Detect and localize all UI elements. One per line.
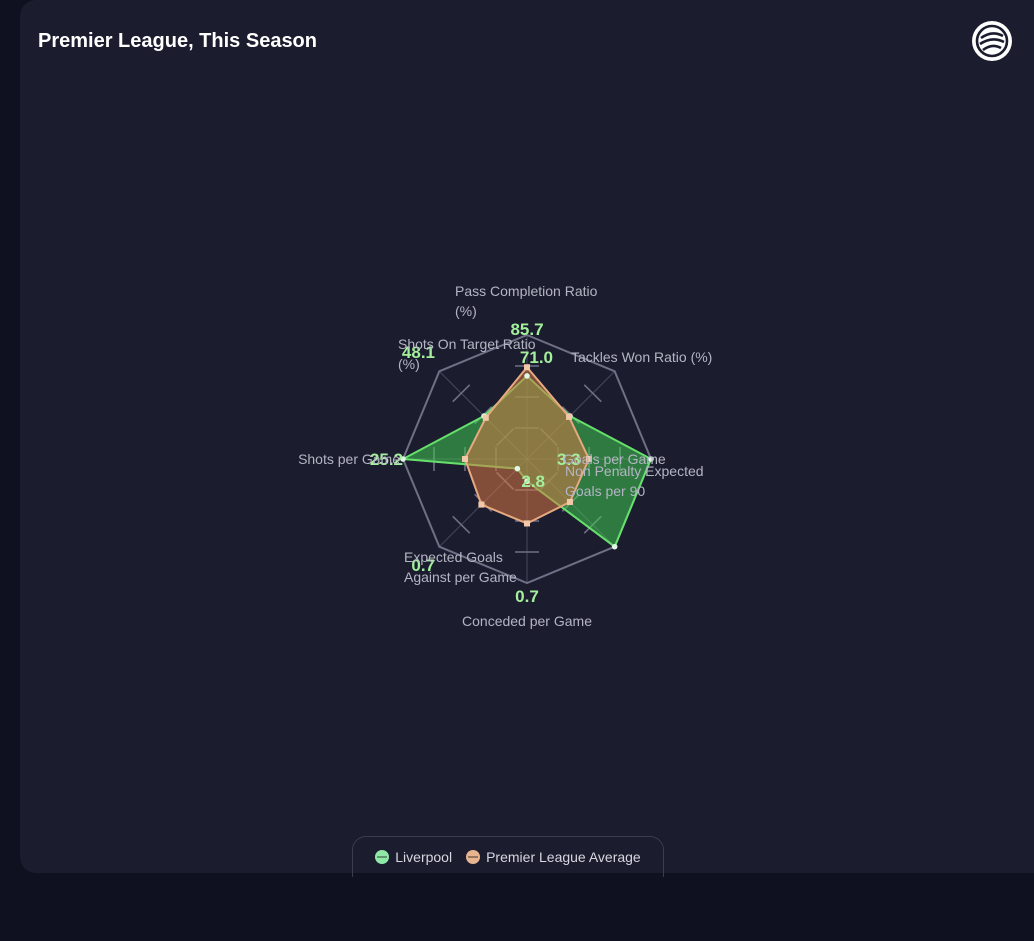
axis-label-line: Shots per Game: [298, 451, 400, 467]
series-point-average: [586, 456, 592, 462]
series-point-average: [482, 414, 489, 421]
radar-grid-tick: [452, 515, 471, 534]
axis-label: Pass Completion Ratio (%): [455, 283, 598, 319]
legend-item-team[interactable]: Liverpool: [375, 849, 452, 865]
series-point-team: [648, 456, 654, 462]
axis-label-line: Goals per Game: [563, 451, 666, 467]
legend-label-team: Liverpool: [395, 849, 453, 865]
legend-label-average: Premier League Average: [486, 849, 641, 865]
axis-label: Conceded per Game: [462, 613, 592, 629]
page-title: Premier League, This Season: [38, 30, 317, 52]
series-point-team: [400, 456, 406, 462]
series-point-average: [462, 456, 468, 462]
axis-label-line: Goals per 90: [565, 483, 645, 499]
axis-value-label: 2.8: [521, 472, 545, 491]
axis-label-line: Against per Game: [404, 569, 517, 585]
radar-grid-tick: [583, 384, 602, 403]
axis-label-line: Expected Goals: [404, 549, 503, 565]
series-point-average: [478, 501, 485, 508]
legend-item-average[interactable]: Premier League Average: [466, 849, 641, 865]
axis-label-line: Tackles Won Ratio (%): [571, 349, 712, 365]
axis-label-line: Non Penalty Expected: [565, 463, 704, 479]
axis-label: Shots per Game: [298, 451, 400, 467]
series-point-average: [524, 520, 530, 527]
axis-label: Non Penalty Expected Goals per 90: [565, 463, 704, 499]
axis-label: Goals per Game: [563, 451, 666, 467]
axis-label: Expected Goals Against per Game: [404, 549, 517, 585]
axis-label: Shots On Target Ratio (%): [398, 336, 536, 372]
axis-label-line: Conceded per Game: [462, 613, 592, 629]
axis-label-line: (%): [455, 303, 477, 319]
series-point-average: [566, 413, 573, 420]
axis-label-line: Pass Completion Ratio: [455, 283, 598, 299]
legend-swatch-average: [466, 850, 481, 864]
series-point-average: [566, 498, 573, 505]
axis-value-label: 71.0: [520, 348, 553, 367]
legend-swatch-team: [375, 850, 390, 864]
axis-value-label: 25.2: [370, 450, 403, 469]
league-logo-icon: [972, 21, 1012, 61]
axis-value-label: 3.3: [557, 450, 581, 469]
series-point-average: [524, 364, 530, 371]
series-point-team: [514, 465, 521, 472]
axis-value-label: 0.7: [411, 556, 435, 575]
series-point-team: [524, 373, 530, 379]
series-point-team: [611, 543, 618, 550]
axis-value-label: 0.7: [515, 587, 539, 606]
axis-label-line: (%): [398, 356, 420, 372]
series-point-team: [524, 478, 530, 485]
axis-label-line: Shots On Target Ratio: [398, 336, 536, 352]
axis-value-label: 85.7: [510, 320, 543, 339]
axis-label: Tackles Won Ratio (%): [571, 349, 712, 365]
axis-value-label: 48.1: [402, 343, 435, 362]
radar-grid-tick: [452, 384, 471, 403]
chart-legend: Liverpool Premier League Average: [352, 836, 664, 877]
